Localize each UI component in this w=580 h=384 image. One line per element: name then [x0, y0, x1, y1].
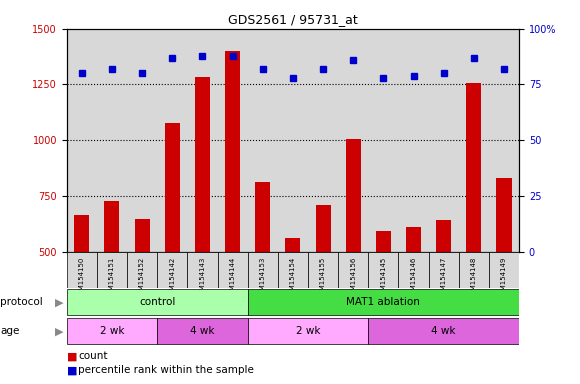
Bar — [398, 252, 429, 288]
Text: ■: ■ — [67, 351, 77, 361]
Text: MAT1 ablation: MAT1 ablation — [346, 297, 420, 307]
Bar — [406, 227, 421, 252]
Bar — [225, 51, 240, 252]
Bar — [104, 201, 119, 252]
Text: GSM154149: GSM154149 — [501, 257, 507, 300]
Bar — [338, 252, 368, 288]
Bar — [459, 252, 489, 288]
Text: ▶: ▶ — [55, 297, 63, 308]
Bar — [67, 318, 157, 344]
Text: GSM154147: GSM154147 — [441, 257, 447, 300]
Bar — [67, 252, 97, 288]
Text: ▶: ▶ — [55, 326, 63, 336]
Bar — [255, 182, 270, 252]
Title: GDS2561 / 95731_at: GDS2561 / 95731_at — [228, 13, 358, 26]
Text: 4 wk: 4 wk — [432, 326, 456, 336]
Text: protocol: protocol — [0, 297, 43, 308]
Bar — [489, 252, 519, 288]
Bar — [187, 252, 218, 288]
Bar — [157, 318, 248, 344]
Bar — [97, 252, 127, 288]
Text: 2 wk: 2 wk — [100, 326, 124, 336]
Bar — [157, 252, 187, 288]
Text: GSM154145: GSM154145 — [380, 257, 386, 299]
Bar — [218, 252, 248, 288]
Bar — [278, 252, 308, 288]
Bar — [135, 219, 150, 252]
Text: GSM154156: GSM154156 — [350, 257, 356, 300]
Bar — [368, 318, 519, 344]
Bar — [67, 290, 248, 315]
Text: GSM154152: GSM154152 — [139, 257, 145, 299]
Text: GSM154144: GSM154144 — [230, 257, 235, 299]
Text: GSM154148: GSM154148 — [471, 257, 477, 300]
Text: age: age — [0, 326, 19, 336]
Text: 2 wk: 2 wk — [296, 326, 320, 336]
Bar — [165, 124, 180, 252]
Bar — [285, 238, 300, 252]
Bar — [376, 232, 391, 252]
Text: control: control — [139, 297, 175, 307]
Text: ■: ■ — [67, 365, 77, 375]
Text: GSM154153: GSM154153 — [260, 257, 266, 300]
Text: 4 wk: 4 wk — [190, 326, 215, 336]
Bar — [248, 290, 519, 315]
Text: GSM154155: GSM154155 — [320, 257, 326, 299]
Bar — [248, 318, 368, 344]
Bar — [248, 252, 278, 288]
Text: GSM154146: GSM154146 — [411, 257, 416, 300]
Bar — [368, 252, 398, 288]
Bar — [436, 220, 451, 252]
Text: GSM154151: GSM154151 — [109, 257, 115, 300]
Bar — [308, 252, 338, 288]
Text: GSM154142: GSM154142 — [169, 257, 175, 299]
Text: count: count — [78, 351, 108, 361]
Text: percentile rank within the sample: percentile rank within the sample — [78, 365, 254, 375]
Text: GSM154150: GSM154150 — [79, 257, 85, 300]
Bar — [74, 215, 89, 252]
Bar — [346, 139, 361, 252]
Bar — [195, 77, 210, 252]
Bar — [429, 252, 459, 288]
Bar — [316, 205, 331, 252]
Bar — [496, 178, 512, 252]
Text: GSM154143: GSM154143 — [200, 257, 205, 300]
Bar — [466, 83, 481, 252]
Bar — [127, 252, 157, 288]
Text: GSM154154: GSM154154 — [290, 257, 296, 299]
